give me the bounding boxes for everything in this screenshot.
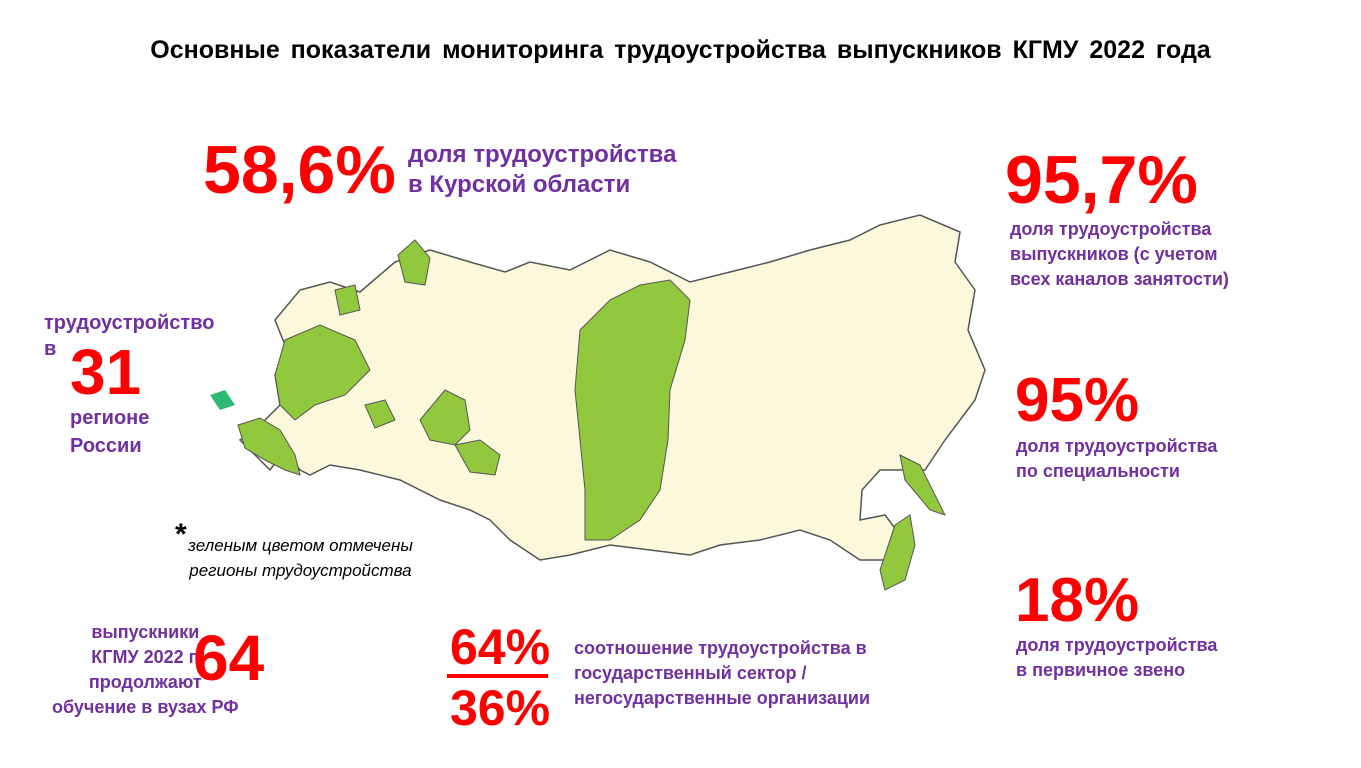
text-line: негосударственные организации (574, 688, 871, 708)
stat-value: 18% (1015, 566, 1140, 635)
text-line: выпускники (91, 622, 200, 642)
map-region-green (274, 324, 371, 421)
text-line: государственный сектор / (574, 663, 807, 683)
text-line: обучение в вузах РФ (52, 697, 239, 717)
text-line: в (44, 338, 57, 360)
map-region-green (334, 284, 361, 316)
text-line: трудоустройство (44, 312, 215, 334)
text-line: доля трудоустройства (408, 141, 677, 168)
map-region-green (899, 454, 946, 516)
stat-caption: соотношение трудоустройства в государстве… (574, 636, 870, 711)
text-line: продолжают (88, 672, 202, 692)
stat-value: 95% (1015, 366, 1140, 435)
text-line: в первичное звено (1016, 660, 1186, 680)
text-line: соотношение трудоустройства в (574, 638, 867, 658)
stat-caption: выпускники КГМУ 2022 г. продолжают обучение… (52, 620, 239, 720)
title: Основные показатели мониторинга трудоуст… (150, 36, 1211, 64)
text-line: всех каналов занятости) (1010, 269, 1229, 289)
map-region-green (574, 279, 691, 541)
stat-caption: доля трудоустройства в Курской области (408, 140, 676, 200)
text-line: по специальности (1016, 461, 1180, 481)
text-line: КГМУ 2022 г. (91, 647, 200, 667)
text-line: регионы трудоустройства (189, 561, 412, 580)
text-line: доля трудоустройства (1016, 635, 1218, 655)
stat-caption: доля трудоустройства выпускников (с учето… (1010, 217, 1229, 292)
stat-caption: трудоустройство в (44, 310, 214, 362)
stat-value: 64% (450, 619, 551, 675)
text-line: зеленым цветом отмечены (188, 536, 413, 555)
map-region-green (237, 417, 301, 476)
asterisk: * (175, 518, 187, 551)
text-line: регионе (70, 407, 150, 429)
stat-value: 64 (193, 622, 265, 694)
stat-value: 58,6% (203, 132, 396, 208)
map-region-green (454, 439, 501, 476)
stat-caption: регионе России (70, 404, 149, 460)
stat-caption: доля трудоустройства в первичное звено (1016, 633, 1217, 683)
text-line: в Курской области (408, 171, 631, 198)
map-region-green (364, 399, 396, 429)
text-line: доля трудоустройства (1016, 436, 1218, 456)
map-region-green (419, 389, 471, 446)
stat-value: 95,7% (1005, 142, 1198, 218)
map-note: зеленым цветом отмечены регионы трудоустр… (188, 533, 413, 583)
stat-value: 36% (450, 680, 551, 736)
text-line: России (70, 435, 142, 457)
map-region-green (210, 390, 235, 410)
map-region-green (397, 239, 431, 286)
text-line: доля трудоустройства (1010, 219, 1212, 239)
map-region-green (879, 514, 916, 591)
stat-value: 31 (70, 336, 142, 408)
text-line: выпускников (с учетом (1010, 244, 1218, 264)
stat-caption: доля трудоустройства по специальности (1016, 434, 1217, 484)
